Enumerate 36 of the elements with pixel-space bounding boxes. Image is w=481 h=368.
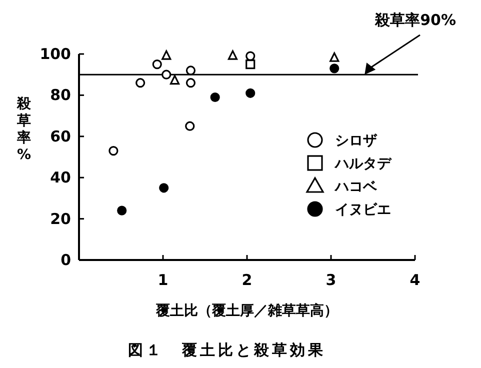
y-tick-label: 60 (50, 127, 71, 146)
x-tick-label: 4 (410, 271, 420, 289)
point (170, 74, 180, 85)
legend-label: ハルタデ (334, 156, 392, 172)
x-axis-title: 覆土比（覆土厚／雑草草高） (155, 302, 338, 319)
point (330, 64, 340, 74)
point (186, 66, 196, 76)
legend-label: ハコベ (334, 179, 378, 195)
legend-label: シロザ (335, 133, 378, 149)
point (117, 206, 127, 216)
point (246, 60, 256, 70)
y-tick-label: 0 (60, 251, 71, 269)
point (228, 50, 238, 60)
legend-label: イヌビエ (335, 202, 391, 218)
point (159, 183, 169, 193)
x-tick-label: 2 (242, 271, 252, 289)
point (162, 50, 172, 60)
point (246, 88, 256, 98)
point (185, 121, 195, 131)
x-tick-label: 1 (158, 271, 168, 289)
point (330, 52, 340, 62)
x-tick-label: 3 (326, 271, 336, 289)
ref-line-label: 殺草率90% (374, 11, 456, 29)
caption: 図１ 覆土比と殺草効果 (128, 341, 326, 359)
point (108, 146, 118, 156)
point (152, 60, 162, 70)
y-tick-label: 100 (40, 45, 71, 63)
point (246, 51, 256, 61)
y-axis-title: 殺草率% (16, 96, 32, 163)
point (186, 78, 196, 88)
y-tick-label: 20 (50, 210, 71, 228)
y-tick-label: 80 (50, 86, 71, 104)
point (136, 78, 146, 88)
point (210, 92, 220, 102)
y-tick-label: 40 (50, 168, 71, 187)
point (162, 70, 172, 80)
